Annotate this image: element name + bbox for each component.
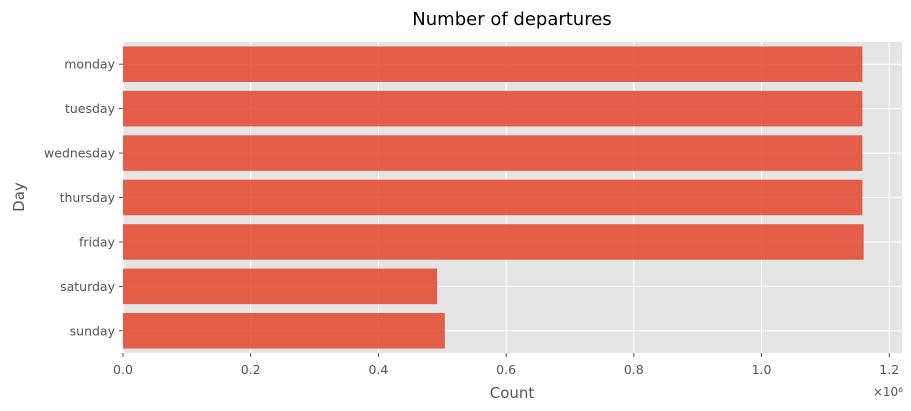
y-axis-label: Day	[10, 182, 28, 212]
y-tick-label-thursday: thursday	[60, 190, 116, 205]
x-axis-offset-label: ×10⁶	[873, 385, 903, 399]
y-tick-label-monday: monday	[64, 57, 115, 72]
x-tick-label: 0.4	[368, 362, 388, 377]
bar-tuesday	[123, 90, 863, 127]
y-tick-label-wednesday: wednesday	[44, 146, 116, 161]
bar-saturday	[123, 268, 438, 305]
x-tick-labels: 0.0 0.2 0.4 0.6 0.8 1.0 1.2	[113, 353, 899, 377]
x-tick-label: 1.0	[752, 362, 772, 377]
bar-thursday	[123, 179, 863, 216]
y-tick-label-tuesday: tuesday	[65, 101, 116, 116]
y-tick-label-friday: friday	[79, 234, 116, 249]
x-axis-label: Count	[490, 384, 535, 402]
x-tick-label: 0.8	[624, 362, 644, 377]
x-tick-label: 0.2	[241, 362, 261, 377]
x-tick-label: 1.2	[879, 362, 899, 377]
bar-friday	[123, 224, 864, 260]
bars	[123, 46, 864, 349]
x-tick-label: 0.6	[496, 362, 516, 377]
bar-sunday	[123, 313, 445, 349]
y-tick-label-saturday: saturday	[60, 279, 116, 294]
bar-monday	[123, 46, 863, 82]
chart-title: Number of departures	[412, 9, 611, 30]
bar-wednesday	[123, 135, 863, 171]
y-tick-label-sunday: sunday	[70, 323, 116, 338]
y-tick-labels: monday tuesday wednesday thursday friday satu…	[44, 57, 123, 338]
x-tick-label: 0.0	[113, 362, 133, 377]
